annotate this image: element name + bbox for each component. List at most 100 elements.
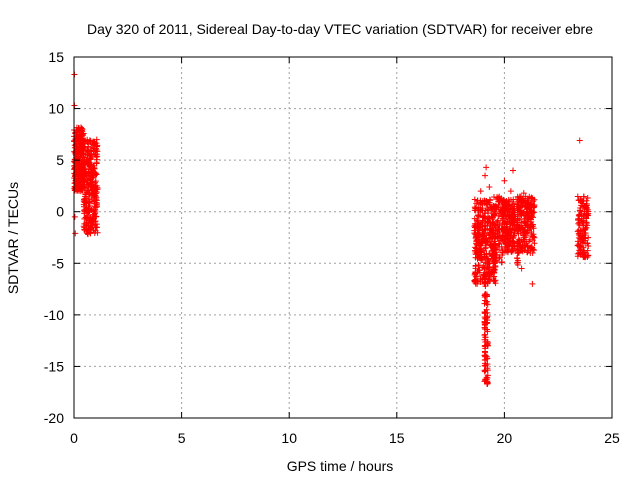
data-point bbox=[530, 198, 537, 205]
y-tick-label: -10 bbox=[44, 307, 64, 323]
data-points bbox=[71, 71, 592, 388]
data-point bbox=[491, 238, 498, 245]
data-point bbox=[92, 171, 99, 178]
data-point bbox=[481, 264, 488, 271]
data-point bbox=[506, 216, 513, 223]
data-point bbox=[76, 128, 83, 135]
data-point bbox=[484, 301, 491, 308]
data-point bbox=[517, 211, 524, 218]
data-point bbox=[496, 246, 503, 253]
data-point bbox=[503, 220, 510, 227]
data-point bbox=[503, 232, 510, 239]
data-point bbox=[74, 161, 81, 168]
data-point bbox=[514, 193, 521, 200]
data-point bbox=[73, 124, 80, 131]
data-point bbox=[494, 194, 501, 201]
data-point bbox=[528, 194, 535, 201]
data-point bbox=[505, 207, 512, 214]
data-point bbox=[486, 183, 493, 190]
data-point bbox=[76, 134, 83, 141]
data-point bbox=[520, 210, 527, 217]
x-tick-label: 10 bbox=[281, 430, 297, 446]
data-point bbox=[526, 224, 533, 231]
data-point bbox=[486, 201, 493, 208]
data-point bbox=[93, 140, 100, 147]
data-point bbox=[89, 169, 96, 176]
data-point bbox=[72, 230, 79, 237]
data-point bbox=[84, 151, 91, 158]
data-point bbox=[490, 244, 497, 251]
x-tick-label: 15 bbox=[389, 430, 405, 446]
plot-frame bbox=[73, 56, 613, 419]
data-point bbox=[493, 206, 500, 213]
data-point bbox=[472, 244, 479, 251]
data-point bbox=[81, 185, 88, 192]
data-point bbox=[577, 233, 584, 240]
data-point bbox=[575, 217, 582, 224]
data-point bbox=[495, 195, 502, 202]
data-point bbox=[78, 186, 85, 193]
data-point bbox=[90, 138, 97, 145]
data-point bbox=[80, 179, 87, 186]
x-tick-label: 25 bbox=[604, 430, 620, 446]
data-point bbox=[486, 215, 493, 222]
data-point bbox=[580, 193, 587, 200]
data-point bbox=[531, 234, 538, 241]
data-point bbox=[88, 198, 95, 205]
data-point bbox=[492, 277, 499, 284]
data-point bbox=[482, 245, 489, 252]
data-point bbox=[71, 213, 78, 220]
data-point bbox=[476, 267, 483, 274]
data-point bbox=[473, 238, 480, 245]
axis-ticks bbox=[73, 56, 613, 419]
data-point bbox=[81, 226, 88, 233]
data-point bbox=[484, 328, 491, 335]
data-point bbox=[473, 251, 480, 258]
data-point bbox=[476, 242, 483, 249]
data-point bbox=[91, 165, 98, 172]
data-point bbox=[511, 232, 518, 239]
data-point bbox=[484, 317, 491, 324]
data-point bbox=[484, 380, 491, 387]
x-tick-label: 20 bbox=[497, 430, 513, 446]
data-point bbox=[93, 200, 100, 207]
data-point bbox=[583, 211, 590, 218]
data-point bbox=[514, 246, 521, 253]
data-point bbox=[520, 238, 527, 245]
data-point bbox=[583, 221, 590, 228]
data-point bbox=[86, 137, 93, 144]
data-point bbox=[520, 229, 527, 236]
data-point bbox=[482, 334, 489, 341]
data-point bbox=[585, 234, 592, 241]
data-point bbox=[473, 200, 480, 207]
data-point bbox=[475, 225, 482, 232]
data-point bbox=[483, 306, 490, 313]
y-tick-label: 0 bbox=[56, 204, 64, 220]
data-point bbox=[79, 132, 86, 139]
data-point bbox=[514, 213, 521, 220]
data-point bbox=[522, 215, 529, 222]
data-point bbox=[472, 273, 479, 280]
data-point bbox=[483, 291, 490, 298]
y-tick-label: -20 bbox=[44, 410, 64, 426]
data-point bbox=[82, 206, 89, 213]
data-point bbox=[484, 372, 491, 379]
data-point bbox=[471, 223, 478, 230]
data-point bbox=[499, 259, 506, 266]
data-point bbox=[529, 221, 536, 228]
data-point bbox=[81, 215, 88, 222]
data-point bbox=[471, 224, 478, 231]
data-point bbox=[519, 195, 526, 202]
data-point bbox=[576, 137, 583, 144]
data-point bbox=[90, 151, 97, 158]
data-point bbox=[575, 227, 582, 234]
data-point bbox=[515, 206, 522, 213]
data-point bbox=[483, 164, 490, 171]
data-point bbox=[508, 203, 515, 210]
data-point bbox=[574, 193, 581, 200]
data-point bbox=[85, 166, 92, 173]
data-point bbox=[84, 188, 91, 195]
data-point bbox=[91, 145, 98, 152]
data-point bbox=[516, 196, 523, 203]
